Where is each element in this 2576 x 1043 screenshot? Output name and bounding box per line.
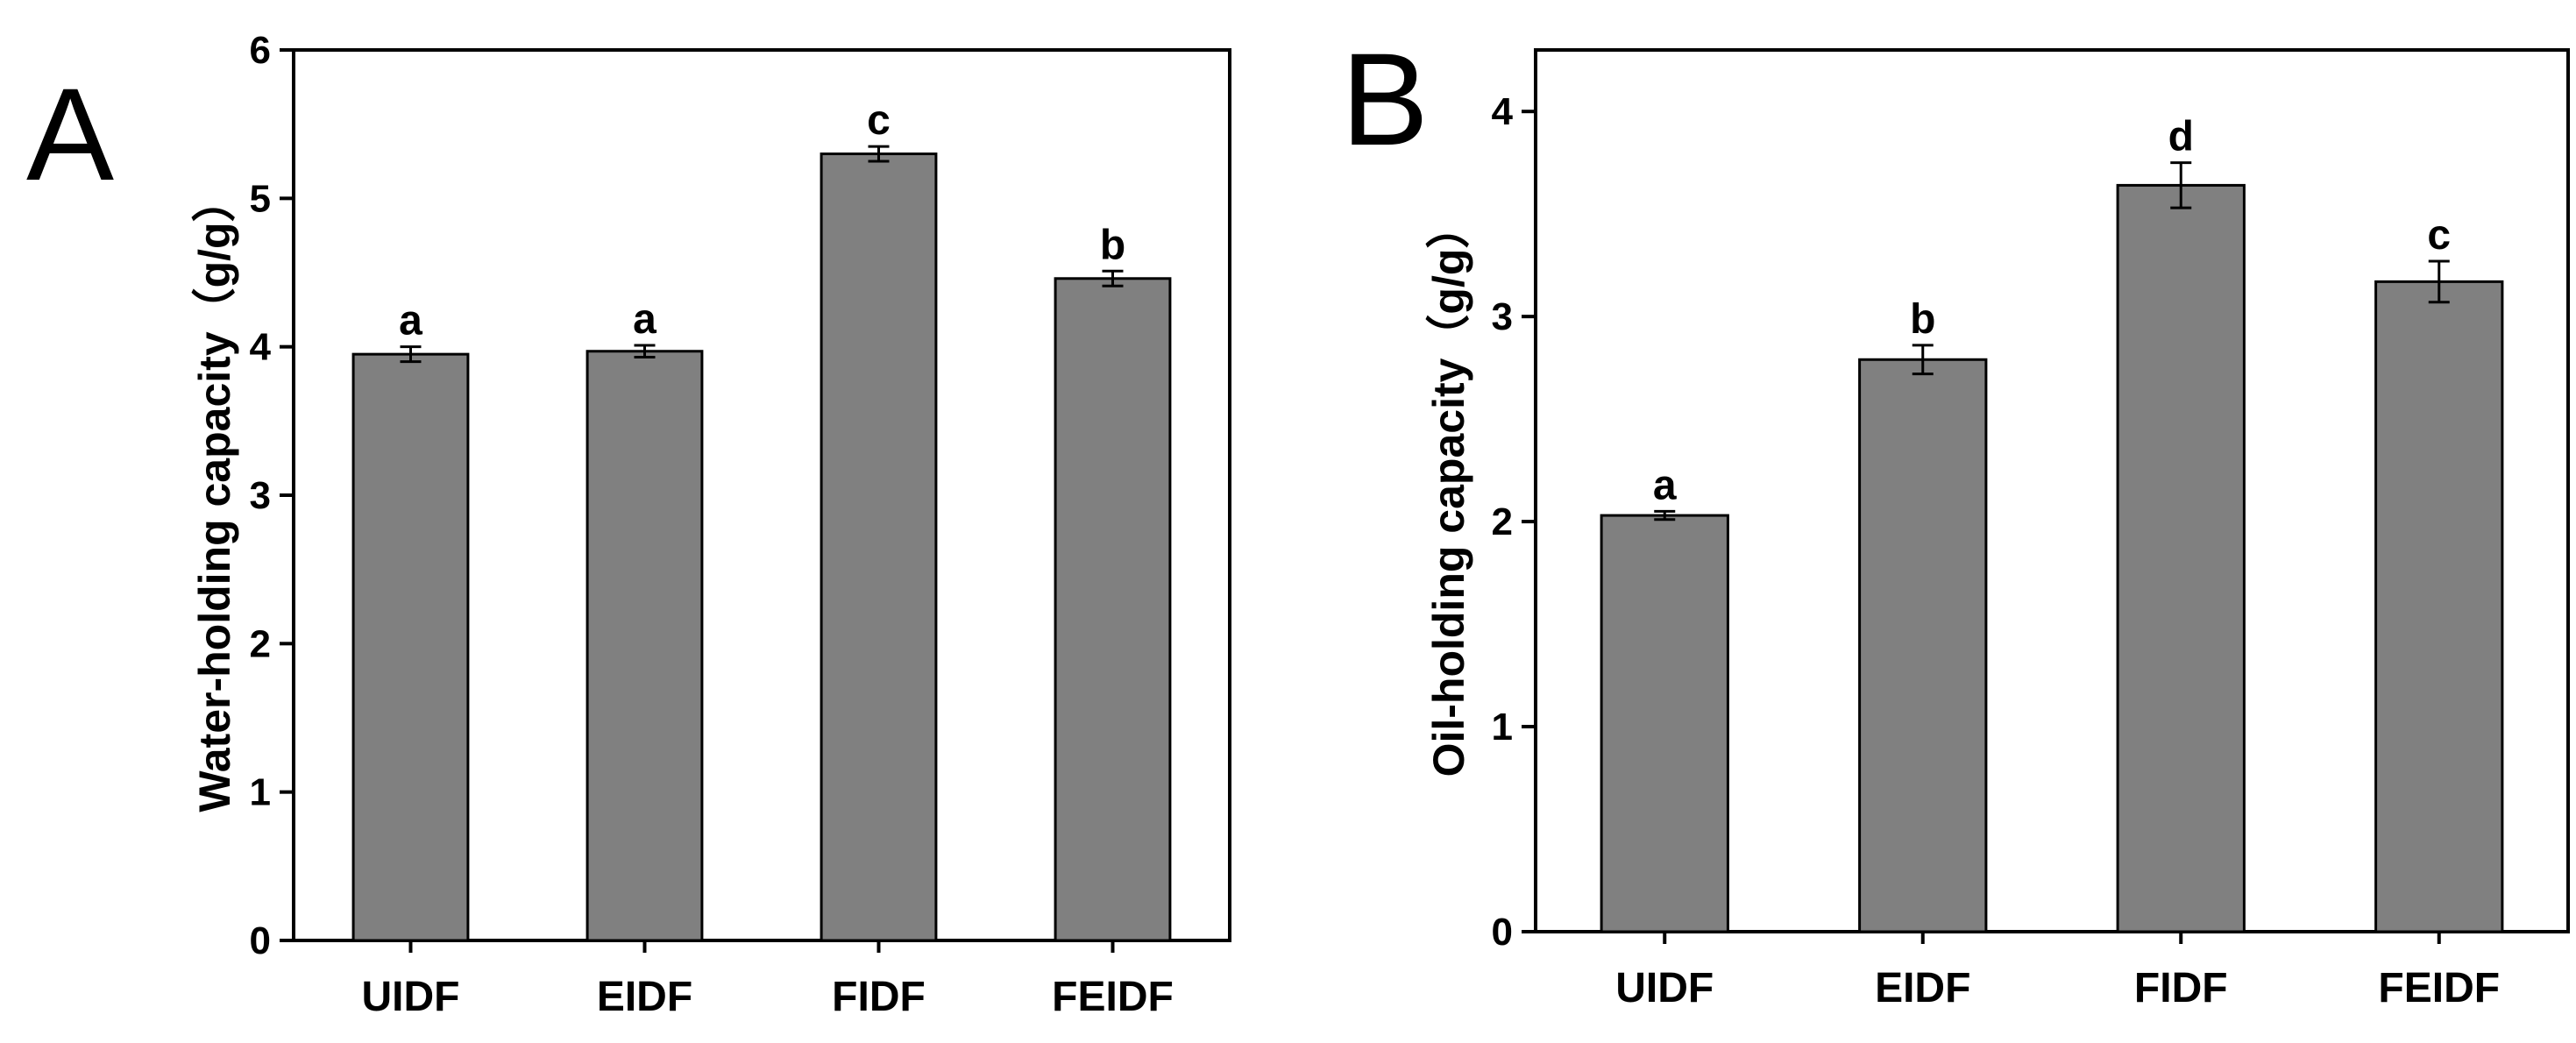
- x-tick-label: EIDF: [1875, 965, 1970, 1011]
- significance-label: c: [2427, 212, 2451, 259]
- significance-label: a: [633, 296, 656, 343]
- y-tick-label: 1: [1492, 706, 1513, 749]
- significance-label: b: [1910, 296, 1935, 343]
- bar: [585, 350, 704, 942]
- oil-holding-chart: B 0 1 2 3 4 Oil-holding capacity（g/g） a UIDF b EID…: [1341, 25, 2570, 1011]
- significance-label: c: [867, 97, 891, 144]
- bar: [1054, 277, 1172, 942]
- y-tick-label: 5: [250, 177, 271, 220]
- x-tick-label: UIDF: [362, 974, 460, 1020]
- bar: [1858, 358, 1988, 933]
- x-tick-label: FIDF: [2134, 965, 2228, 1011]
- significance-label: d: [2168, 114, 2194, 160]
- y-tick-label: 3: [250, 474, 271, 517]
- y-axis-title: Oil-holding capacity（g/g）: [1424, 205, 1473, 777]
- bar: [820, 153, 938, 942]
- panel-letter: A: [26, 60, 114, 208]
- bar: [351, 352, 470, 942]
- chart-panel-b: B 0 1 2 3 4 Oil-holding capacity（g/g） a UIDF b EID…: [1288, 0, 2576, 1043]
- y-tick-label: 4: [250, 326, 272, 369]
- x-tick-label: FEIDF: [1052, 974, 1174, 1020]
- bar: [2116, 183, 2246, 933]
- x-tick-label: UIDF: [1615, 965, 1714, 1011]
- bar: [2374, 280, 2504, 933]
- panel-letter: B: [1341, 25, 1429, 173]
- bar: [1600, 514, 1729, 933]
- y-tick-label: 4: [1492, 90, 1514, 133]
- significance-label: b: [1100, 222, 1125, 268]
- y-tick-label: 2: [250, 622, 271, 665]
- water-holding-chart: A 0 1 2 3 4 5 6 Water-holding capacity（g/g） a UIDF…: [26, 29, 1231, 1020]
- significance-label: a: [399, 298, 422, 344]
- y-tick-label: 6: [250, 29, 271, 72]
- x-tick-label: EIDF: [597, 974, 692, 1020]
- plot-frame: [1534, 48, 2570, 933]
- y-tick-label: 0: [1492, 911, 1513, 954]
- y-tick-label: 0: [250, 919, 271, 962]
- y-axis-title: Water-holding capacity（g/g）: [190, 178, 239, 812]
- y-tick-label: 1: [250, 771, 271, 814]
- y-tick-label: 3: [1492, 295, 1513, 338]
- x-tick-label: FIDF: [832, 974, 926, 1020]
- chart-panel-a: A 0 1 2 3 4 5 6 Water-holding capacity（g/g） a UIDF…: [26, 29, 1231, 1020]
- y-tick-label: 2: [1492, 500, 1513, 543]
- x-tick-label: FEIDF: [2378, 965, 2500, 1011]
- significance-label: a: [1653, 462, 1677, 508]
